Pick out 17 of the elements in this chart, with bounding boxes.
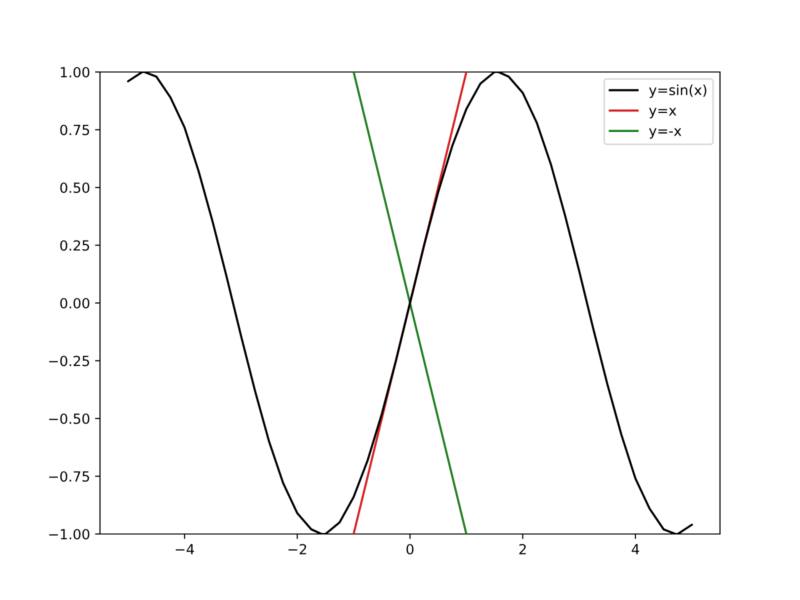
y-tick-label: −0.50 xyxy=(49,413,90,424)
y-tick-label: −0.75 xyxy=(49,471,90,482)
x-tick-label: 4 xyxy=(632,544,640,554)
legend-label: y=-x xyxy=(649,128,682,139)
x-tick-label: 0 xyxy=(406,544,414,554)
legend-label: y=sin(x) xyxy=(649,84,706,98)
x-tick-label: −2 xyxy=(288,544,306,554)
y-tick-label: −0.25 xyxy=(49,356,90,366)
y-tick-label: −1.00 xyxy=(49,528,90,540)
y-tick-label: 0.25 xyxy=(60,240,90,251)
y-tick-label: 0.00 xyxy=(60,298,90,308)
y-tick-label: 1.00 xyxy=(60,66,90,78)
legend-label: y=x xyxy=(649,108,676,118)
y-tick-label: 0.75 xyxy=(60,124,90,136)
x-tick-label: −4 xyxy=(176,544,194,554)
x-tick-label: 2 xyxy=(519,544,526,554)
y-tick-label: 0.50 xyxy=(60,182,90,193)
